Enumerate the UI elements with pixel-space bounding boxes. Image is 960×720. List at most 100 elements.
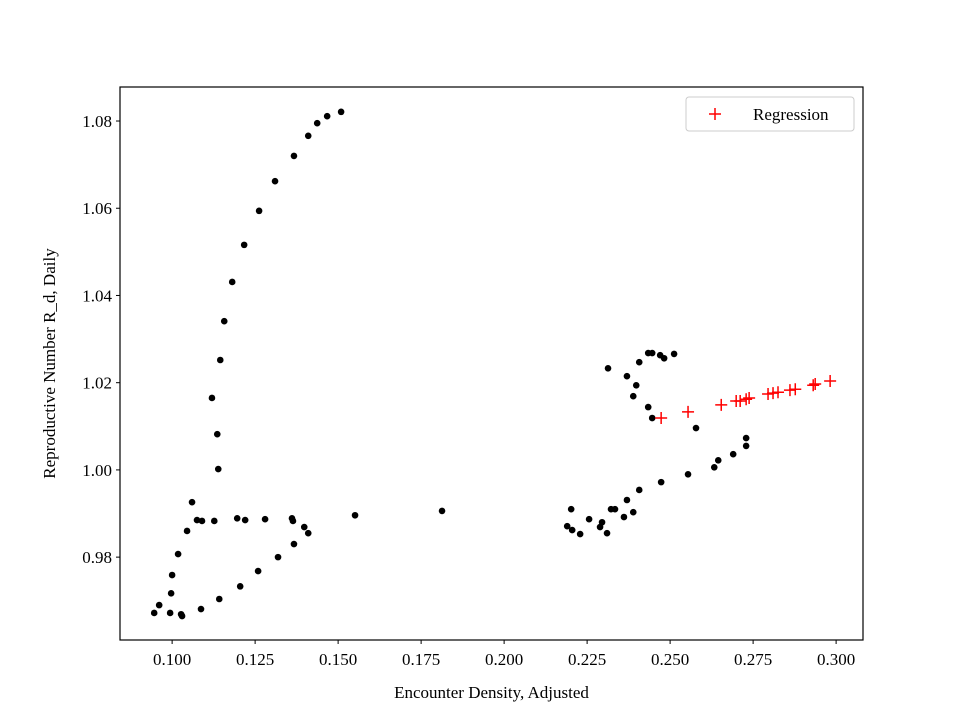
- point: [313, 119, 321, 127]
- point: [233, 515, 241, 522]
- point: [337, 108, 345, 116]
- plus-point: [740, 393, 753, 406]
- point: [684, 470, 692, 478]
- legend-label: Regression: [753, 105, 829, 124]
- point: [304, 529, 312, 537]
- plot-frame: [119, 86, 864, 641]
- plus-point: [824, 374, 837, 387]
- point: [710, 463, 718, 471]
- y-tick-label: 0.98: [82, 548, 112, 567]
- point: [635, 358, 643, 366]
- plus-point: [807, 379, 820, 392]
- point: [290, 152, 298, 160]
- plus-point: [682, 405, 695, 418]
- plus-point: [715, 398, 728, 411]
- point: [629, 508, 637, 516]
- point: [567, 505, 575, 513]
- point: [261, 515, 269, 523]
- y-axis-label: Reproductive Number R_d, Daily: [40, 248, 59, 479]
- point: [214, 465, 222, 473]
- point: [208, 394, 216, 402]
- point: [648, 414, 656, 422]
- x-axis-label: Encounter Density, Adjusted: [394, 683, 589, 702]
- x-tick-label: 0.150: [319, 650, 357, 669]
- point: [228, 278, 236, 286]
- point: [563, 522, 571, 530]
- point: [274, 553, 282, 561]
- point: [193, 516, 201, 524]
- plus-point: [743, 391, 756, 404]
- point: [438, 507, 446, 515]
- y-tick-label: 1.00: [82, 461, 112, 480]
- point: [323, 112, 331, 120]
- plus-point: [789, 383, 802, 396]
- point: [216, 356, 224, 364]
- point: [150, 609, 158, 617]
- y-tick-label: 1.02: [82, 374, 112, 393]
- point: [166, 609, 174, 617]
- x-tick-label: 0.100: [153, 650, 191, 669]
- point: [197, 605, 205, 613]
- x-tick-label: 0.200: [485, 650, 523, 669]
- point: [220, 317, 228, 325]
- point: [598, 518, 606, 526]
- point: [714, 457, 722, 464]
- point: [603, 529, 611, 537]
- point: [178, 612, 186, 620]
- point: [632, 382, 640, 389]
- point: [167, 590, 175, 597]
- plus-point: [783, 384, 796, 397]
- plus-point: [767, 387, 780, 400]
- x-tick-label: 0.275: [734, 650, 772, 669]
- point: [576, 530, 584, 538]
- point: [611, 505, 619, 513]
- point: [604, 364, 612, 372]
- x-tick-label: 0.300: [817, 650, 855, 669]
- plus-point: [762, 388, 775, 401]
- point: [623, 496, 631, 504]
- point: [644, 403, 652, 411]
- y-tick-label: 1.04: [82, 286, 112, 305]
- x-tick-label: 0.175: [402, 650, 440, 669]
- point: [660, 354, 668, 362]
- point: [568, 526, 576, 534]
- point: [629, 392, 637, 400]
- point: [183, 527, 191, 535]
- point: [271, 177, 279, 185]
- plus-point: [772, 386, 785, 399]
- point: [210, 517, 218, 525]
- plus-point: [655, 412, 668, 425]
- point: [254, 567, 262, 575]
- point: [648, 349, 656, 357]
- point: [241, 516, 249, 524]
- point: [255, 207, 263, 215]
- point: [288, 515, 296, 522]
- point: [670, 350, 678, 358]
- y-tick-label: 1.08: [82, 112, 112, 131]
- x-tick-label: 0.125: [236, 650, 274, 669]
- point: [240, 241, 248, 249]
- plus-point: [809, 377, 822, 390]
- point: [304, 132, 312, 140]
- point: [635, 486, 643, 494]
- point: [585, 515, 593, 523]
- point: [188, 498, 196, 506]
- plus-point: [734, 395, 747, 408]
- point: [213, 430, 221, 438]
- point: [351, 511, 359, 519]
- point: [155, 601, 163, 609]
- legend-marker: [709, 108, 721, 120]
- point: [620, 513, 628, 521]
- point: [742, 442, 750, 450]
- point: [215, 595, 223, 603]
- point: [300, 523, 308, 531]
- point: [729, 450, 737, 458]
- x-tick-label: 0.225: [568, 650, 606, 669]
- point: [290, 540, 298, 548]
- point: [657, 478, 665, 486]
- point: [692, 424, 700, 432]
- point: [174, 550, 182, 558]
- point: [168, 571, 176, 579]
- point: [198, 517, 206, 525]
